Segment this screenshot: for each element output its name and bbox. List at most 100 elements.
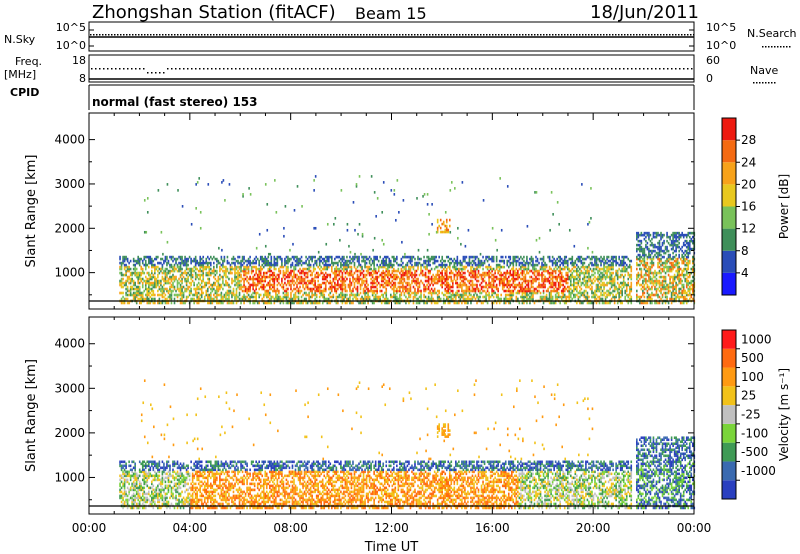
scatter-cell [468,257,471,261]
scatter-cell [441,263,444,267]
scatter-cell [382,277,385,281]
scatter-cell [315,271,318,275]
scatter-cell [579,275,581,279]
scatter-cell [521,295,524,299]
noise-search-dot [348,34,350,36]
scatter-cell [432,261,434,265]
scatter-cell [601,289,604,293]
scatter-cell [229,269,232,273]
scatter-cell [382,271,385,275]
scatter-cell [358,301,360,305]
nave-dot [315,68,317,70]
scatter-cell [607,281,610,285]
scatter-cell [507,279,510,283]
scatter-cell [591,291,593,295]
scatter-cell [135,271,138,275]
scatter-cell [473,295,475,299]
scatter-cell [601,301,604,305]
scatter-cell [444,271,447,275]
scatter-cell [579,301,581,305]
scatter-cell [529,257,531,261]
scatter-cell [317,287,319,291]
scatter-cell [583,265,586,269]
scatter-cell [551,273,554,277]
scatter-cell [200,269,203,273]
scatter-cell [297,275,300,279]
scatter-cell [529,295,531,299]
scatter-cell [474,257,477,261]
scatter-cell [399,293,401,297]
scatter-cell [278,281,280,285]
nave-dot [427,68,429,70]
scatter-cell [462,277,465,281]
scatter-cell [240,261,242,265]
scatter-cell [571,273,574,277]
scatter-cell [331,295,333,299]
scatter-cell [234,283,236,287]
scatter-cell [577,257,580,261]
scatter-cell [166,261,168,265]
scatter-cell [627,281,630,285]
scatter-cell [220,275,223,279]
scatter-cell [321,291,324,295]
scatter-cell [337,269,339,273]
scatter-cell [170,263,173,267]
scatter-cell [123,265,126,269]
scatter-cell [379,263,381,267]
scatter-cell [526,267,528,271]
scatter-cell [545,293,548,297]
scatter-cell [622,255,625,259]
scatter-cell [393,295,395,299]
scatter-cell [181,271,183,275]
scatter-cell [185,265,188,269]
scatter-cell [515,277,518,281]
scatter-cell [530,279,533,283]
scatter-cell [595,285,598,289]
scatter-cell [123,267,126,271]
scatter-cell [140,295,143,299]
scatter-cell [448,271,451,275]
scatter-cell [427,257,430,261]
scatter-cell [320,269,323,273]
scatter-cell [486,289,489,293]
scatter-cell [191,293,194,297]
scatter-cell [308,293,310,297]
scatter-cell [311,277,313,281]
scatter-cell [568,257,571,261]
scatter-cell [135,261,138,265]
scatter-cell [169,255,171,259]
scatter-cell [376,255,378,259]
scatter-cell [229,263,232,267]
scatter-cell [315,263,318,267]
scatter-cell [191,259,194,263]
scatter-cell [424,273,427,277]
scatter-cell [403,255,406,259]
scatter-cell [509,273,512,277]
scatter-cell [619,263,622,267]
scatter-cell [163,289,165,293]
scatter-cell [615,261,617,265]
noise-search-dot [477,34,479,36]
scatter-cell [520,285,522,289]
scatter-cell [152,283,155,287]
scatter-cell [202,279,205,283]
scatter-cell [350,273,353,277]
scatter-cell [542,263,545,267]
scatter-cell [399,277,401,281]
scatter-cell [241,255,244,259]
noise-search-dot [375,34,377,36]
scatter-cell [595,283,598,287]
scatter-cell [184,279,186,283]
scatter-cell [500,271,502,275]
noise-search-dot [102,34,104,36]
scatter-cell [377,269,380,273]
scatter-cell [615,287,617,291]
scatter-cell [335,275,338,279]
scatter-cell [526,301,528,305]
scatter-cell [577,275,580,279]
scatter-cell [219,287,221,291]
scatter-cell [393,285,395,289]
scatter-cell [262,259,265,263]
scatter-cell [429,263,431,267]
scatter-cell [216,265,218,269]
